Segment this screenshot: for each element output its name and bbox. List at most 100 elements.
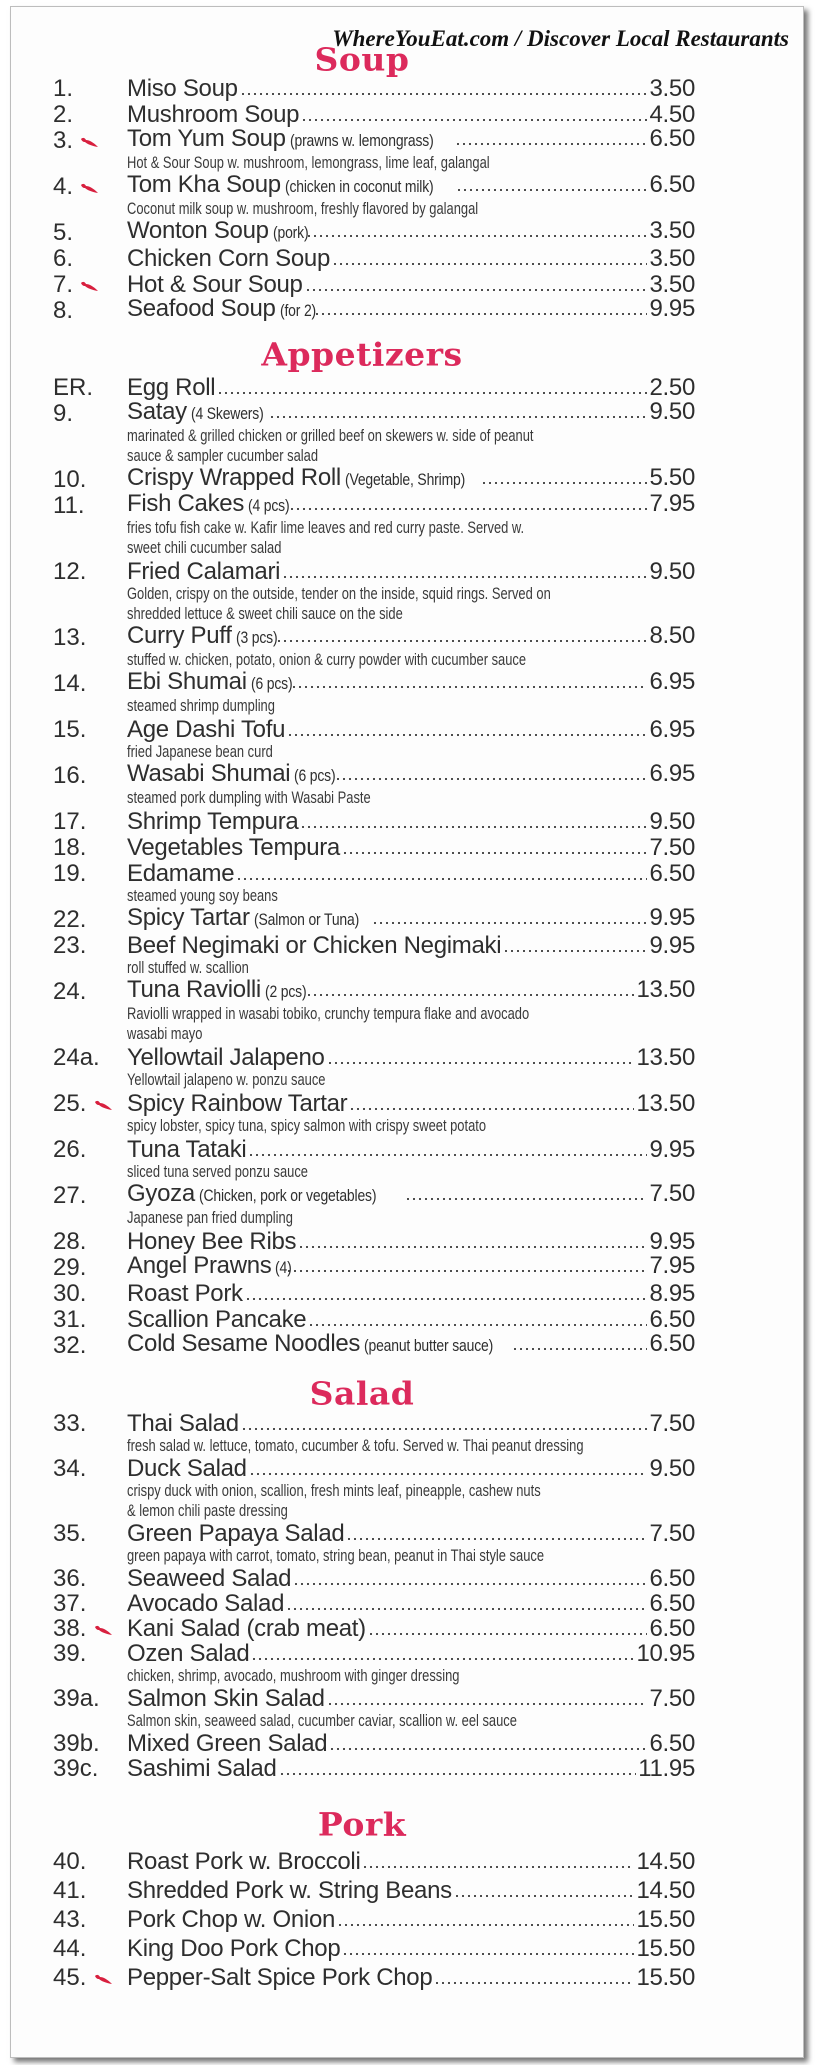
item-number: 13. [53, 624, 87, 651]
menu-item: 35. Green Papaya Salad 7.50 [0, 1522, 815, 1547]
menu-item: 31. Scallion Pancake 6.50 [0, 1307, 815, 1333]
item-description: Japanese pan fried dumpling [0, 1209, 815, 1229]
item-description: Coconut milk soup w. mushroom, freshly f… [0, 200, 815, 220]
dot-leader [298, 1245, 648, 1249]
item-name: Cold Sesame Noodles [127, 1330, 361, 1357]
menu-item: 2. Mushroom Soup 4.50 [0, 102, 815, 128]
menu-item: 13. Curry Puff (3 pcs) 8.50 [0, 624, 815, 651]
dot-leader [269, 415, 648, 419]
item-line: Honey Bee Ribs 9.95 [127, 1230, 695, 1254]
dot-leader [293, 1582, 648, 1586]
item-name: Pork Chop w. Onion [127, 1906, 336, 1933]
dot-leader [346, 1537, 648, 1541]
item-note: (chicken in coconut milk) [284, 177, 434, 196]
item-line: Kani Salad (crab meat) 6.50 [127, 1617, 695, 1641]
dot-leader [287, 733, 648, 737]
item-line: Angel Prawns (4) 7.95 [127, 1254, 695, 1280]
item-number: 27. [53, 1182, 87, 1209]
item-price: 9.95 [649, 295, 695, 322]
description-line: steamed young soy beans [127, 886, 278, 905]
item-name: Gyoza [127, 1180, 195, 1207]
item-name: Chicken Corn Soup [127, 245, 331, 272]
item-number: 12. [53, 558, 87, 585]
item-name: Shrimp Tempura [127, 808, 299, 835]
dot-leader [405, 1197, 648, 1201]
item-price: 3.50 [649, 75, 695, 102]
section-heading: Soup [314, 40, 410, 79]
item-number: 19. [53, 860, 87, 887]
item-number: 15. [53, 716, 87, 743]
item-line: Cold Sesame Noodles (peanut butter sauce)… [127, 1332, 695, 1358]
item-number: 37. [53, 1590, 87, 1617]
item-line: Vegetables Tempura 7.50 [127, 836, 695, 860]
item-price: 9.95 [649, 932, 695, 959]
menu-item: 38. Kani Salad (crab meat) 6.50 [0, 1617, 815, 1642]
dot-leader [367, 1632, 648, 1636]
item-note: (4) [275, 1258, 293, 1277]
item-number: 40. [53, 1848, 87, 1875]
item-name: Scallion Pancake [127, 1306, 307, 1333]
item-number: 28. [53, 1228, 87, 1255]
item-description: marinated & grilled chicken or grilled b… [0, 427, 815, 447]
item-name: Yellowtail Jalapeno [127, 1044, 325, 1071]
item-number: 18. [53, 834, 87, 861]
item-line: Roast Pork 8.95 [127, 1282, 695, 1306]
item-number: 1. [53, 75, 74, 102]
dot-leader [371, 921, 648, 925]
item-number: 7. [53, 271, 74, 298]
item-name: Ozen Salad [127, 1640, 250, 1667]
item-line: Yellowtail Jalapeno 13.50 [127, 1046, 695, 1070]
item-line: Tuna Raviolli (2 pcs) 13.50 [127, 978, 695, 1004]
menu-item: 24a. Yellowtail Jalapeno 13.50 [0, 1045, 815, 1071]
item-number: 39b. [53, 1730, 100, 1757]
menu-item: 30. Roast Pork 8.95 [0, 1281, 815, 1307]
item-line: Shrimp Tempura 9.50 [127, 810, 695, 834]
item-line: Fried Calamari 9.50 [127, 560, 695, 584]
item-price: 7.95 [649, 1252, 695, 1279]
item-description: spicy lobster, spicy tuna, spicy salmon … [0, 1117, 815, 1137]
menu-item: 15. Age Dashi Tofu 6.95 [0, 717, 815, 743]
item-number: 11. [53, 492, 85, 519]
item-number: 5. [53, 219, 74, 246]
dot-leader [511, 1347, 648, 1351]
description-line: steamed pork dumpling with Wasabi Paste [127, 788, 371, 807]
item-price: 4.50 [649, 101, 695, 128]
item-description: fresh salad w. lettuce, tomato, cucumber… [0, 1437, 815, 1457]
menu-item: 36. Seaweed Salad 6.50 [0, 1567, 815, 1592]
item-description: fries tofu fish cake w. Kafir lime leave… [0, 519, 815, 539]
item-price: 10.95 [636, 1640, 695, 1667]
item-price: 9.50 [649, 398, 695, 425]
item-name: Ebi Shumai [127, 668, 247, 695]
item-description: sweet chili cucumber salad [0, 539, 815, 559]
menu-item: 24. Tuna Raviolli (2 pcs) 13.50 [0, 978, 815, 1005]
item-number: 17. [53, 808, 87, 835]
description-line: Coconut milk soup w. mushroom, freshly f… [127, 199, 479, 218]
item-note: (6 pcs) [294, 766, 336, 785]
item-name: Spicy Rainbow Tartar [127, 1090, 348, 1117]
dot-leader [326, 1702, 648, 1706]
item-description: roll stuffed w. scallion [0, 959, 815, 979]
section-heading: Appetizers [261, 335, 463, 374]
section-heading: Pork [317, 1805, 407, 1844]
item-description: shredded lettuce & sweet chili sauce on … [0, 605, 815, 625]
menu-item: 26. Tuna Tataki 9.95 [0, 1137, 815, 1163]
item-price: 7.50 [649, 1520, 695, 1547]
item-price: 6.95 [649, 716, 695, 743]
item-name: Miso Soup [127, 75, 238, 102]
item-name: Avocado Salad [127, 1590, 285, 1617]
item-name: Spicy Tartar [127, 904, 250, 931]
menu-item: 12. Fried Calamari 9.50 [0, 559, 815, 585]
menu-item: 25. Spicy Rainbow Tartar 13.50 [0, 1091, 815, 1117]
item-price: 14.50 [636, 1877, 695, 1904]
item-price: 6.50 [649, 860, 695, 887]
menu-item: 39c. Sashimi Salad 11.95 [0, 1757, 815, 1782]
item-name: Tuna Raviolli [127, 976, 261, 1003]
item-note: (2 pcs) [264, 982, 307, 1001]
dot-leader [300, 825, 648, 829]
item-line: Pepper-Salt Spice Pork Chop 15.50 [127, 1966, 695, 1990]
item-price: 3.50 [649, 271, 695, 298]
item-name: Roast Pork w. Broccoli [127, 1848, 361, 1875]
item-name: Egg Roll [127, 374, 216, 401]
item-number: 22. [53, 906, 87, 933]
chili-pepper-icon [80, 135, 100, 147]
